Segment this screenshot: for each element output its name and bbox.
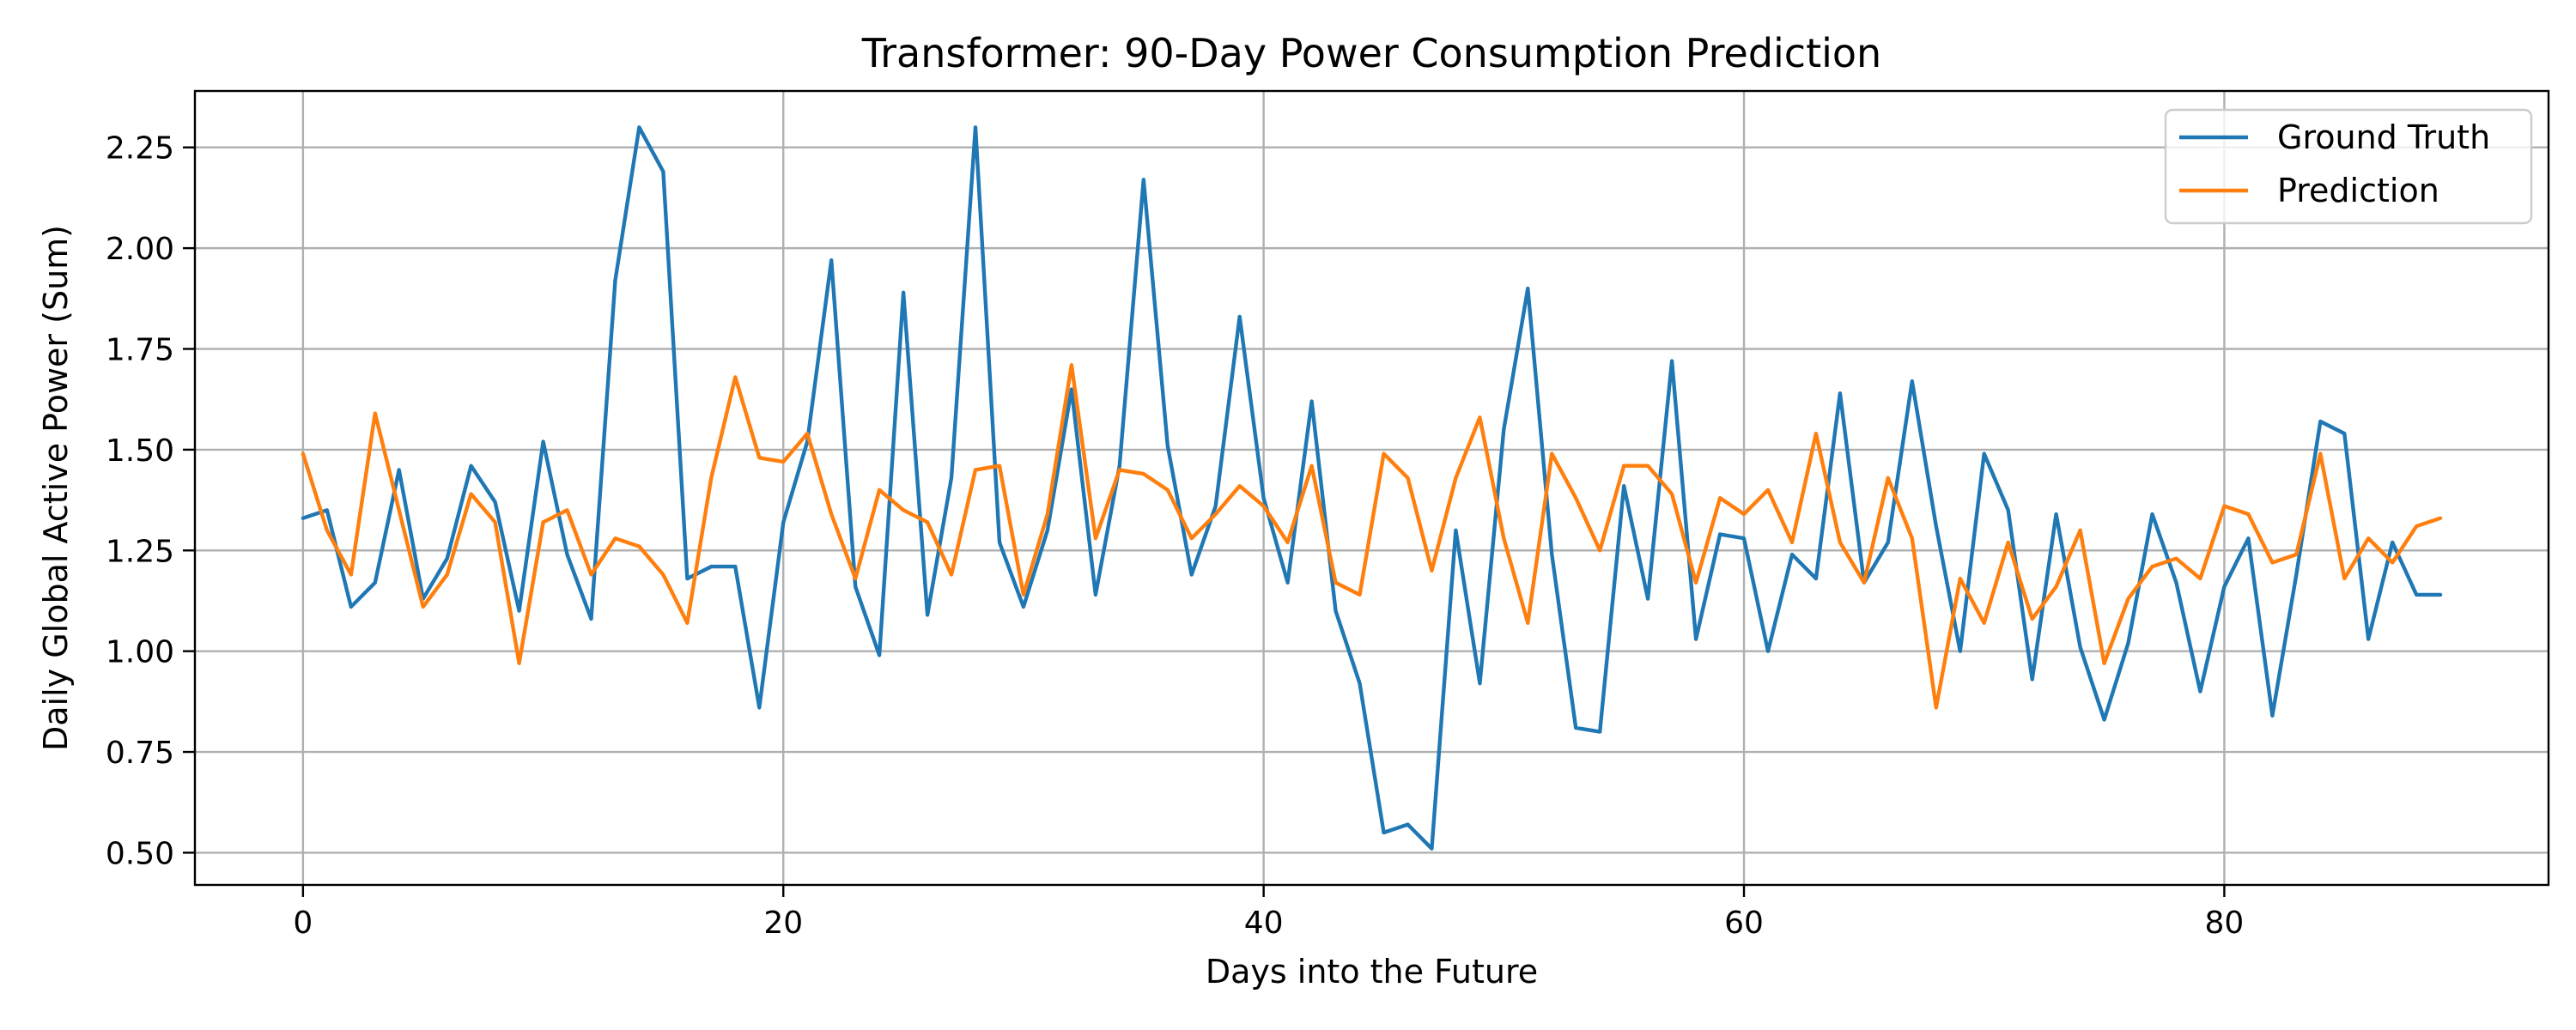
y-tick-label: 0.75 <box>106 736 174 771</box>
y-tick-label: 1.00 <box>106 635 174 670</box>
x-tick-label: 40 <box>1244 906 1284 941</box>
series-line-prediction <box>301 363 2443 710</box>
x-tick-label: 20 <box>763 906 803 941</box>
x-tick-label: 60 <box>1724 906 1764 941</box>
chart-title: Transformer: 90-Day Power Consumption Pr… <box>861 30 1881 76</box>
grid-lines <box>195 91 2549 885</box>
series-line-ground-truth <box>301 125 2443 851</box>
series-lines <box>301 125 2443 851</box>
axis-ticks: 0 20 40 60 80 0.50 0.75 1.00 1.25 1.50 1.75 2.00 2.2… <box>106 131 2244 941</box>
y-tick-label: 1.75 <box>106 333 174 368</box>
x-tick-label: 0 <box>293 906 313 941</box>
y-tick-label: 1.50 <box>106 433 174 469</box>
x-tick-label: 80 <box>2205 906 2245 941</box>
legend: Ground Truth Prediction <box>2164 108 2533 225</box>
legend-label: Prediction <box>2277 172 2439 209</box>
y-axis-title: Daily Global Active Power (Sum) <box>37 225 75 751</box>
legend-box <box>2164 108 2533 225</box>
x-axis-title: Days into the Future <box>1206 953 1538 991</box>
y-tick-label: 2.25 <box>106 131 174 167</box>
legend-label: Ground Truth <box>2277 118 2490 156</box>
plot-frame <box>193 89 2550 887</box>
y-tick-label: 0.50 <box>106 836 174 871</box>
y-tick-label: 1.25 <box>106 534 174 569</box>
y-tick-label: 2.00 <box>106 232 174 267</box>
